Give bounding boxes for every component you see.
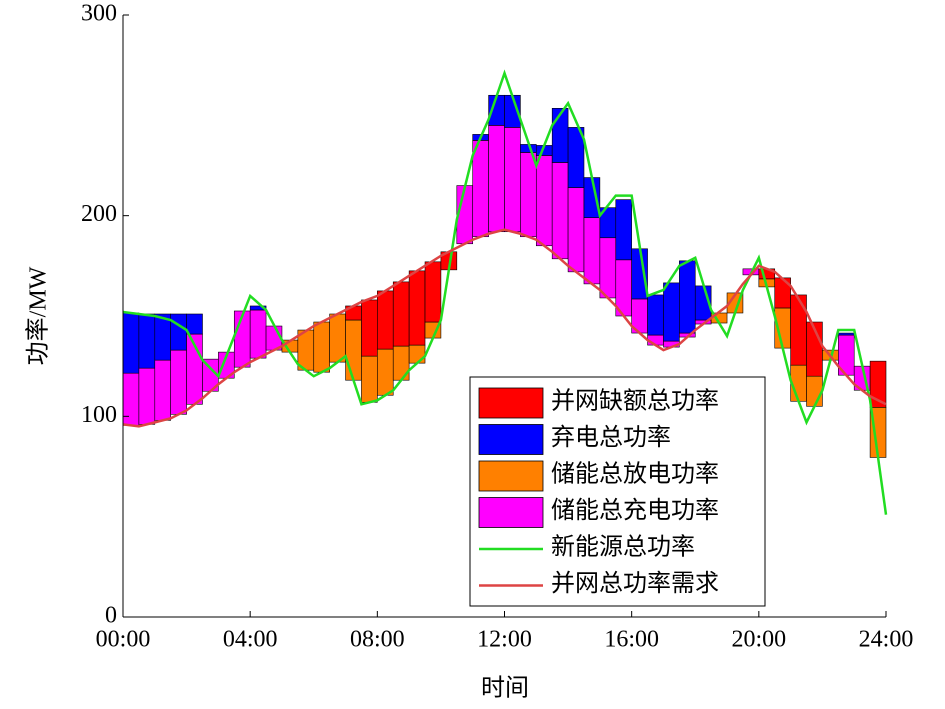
bar-segment [329, 313, 346, 363]
bar-segment [170, 349, 187, 415]
bar-segment [567, 187, 585, 273]
bar-segment [567, 127, 585, 188]
bar-segment [361, 355, 378, 403]
x-tick-label: 16:00 [604, 627, 659, 653]
y-tick-label: 300 [81, 1, 117, 27]
y-axis-label: 功率/MW [25, 266, 52, 365]
bar-segment [138, 367, 156, 425]
bar-segment [583, 217, 601, 285]
x-tick-label: 20:00 [731, 627, 786, 653]
legend-label: 储能总放电功率 [551, 461, 719, 488]
bar-segment [313, 321, 330, 373]
x-tick-label: 04:00 [223, 627, 278, 653]
legend-label: 储能总充电功率 [551, 497, 719, 524]
x-tick-label: 00:00 [96, 627, 151, 653]
bar-segment [408, 270, 426, 346]
legend-swatch [478, 497, 544, 528]
legend-swatch [478, 460, 544, 492]
legend-swatch [478, 387, 544, 419]
bar-segment [249, 309, 267, 359]
bar-segment [615, 199, 632, 261]
legend-label: 并网缺额总功率 [551, 388, 719, 415]
bar-segment [663, 282, 680, 342]
legend-swatch [478, 424, 544, 455]
bar-segment [392, 281, 410, 347]
bar-segment [838, 332, 855, 336]
x-tick-label: 08:00 [350, 627, 405, 653]
bar-segment [154, 359, 171, 421]
bar-segment [472, 140, 489, 238]
x-tick-label: 24:00 [859, 627, 914, 653]
bar-segment [504, 127, 521, 233]
bar-segment [377, 290, 394, 350]
bar-segment [551, 162, 569, 260]
bar-segment [186, 313, 203, 335]
bar-segment [408, 344, 426, 364]
legend-label: 新能源总功率 [551, 534, 695, 561]
bar-segment [488, 125, 505, 233]
bar-segment [647, 294, 664, 336]
bar-segment [647, 334, 664, 346]
bar-segment [599, 237, 617, 299]
bar-segment [679, 260, 696, 334]
legend-label: 并网总功率需求 [551, 570, 719, 597]
bar-segment [233, 310, 251, 368]
bar-segment [806, 375, 823, 407]
bar-segment [249, 305, 267, 311]
bar-segment [154, 313, 171, 361]
bar-segment [138, 313, 156, 369]
bar-segment [297, 329, 315, 371]
x-tick-label: 12:00 [477, 627, 532, 653]
bar-segment [361, 299, 378, 357]
bar-segment [790, 294, 807, 366]
y-tick-label: 100 [81, 402, 117, 428]
y-tick-label: 200 [81, 201, 117, 227]
line [122, 228, 887, 428]
bar-segment [377, 348, 394, 396]
bar-segment [122, 312, 140, 374]
bar-segment [535, 155, 553, 247]
bar-segment [424, 261, 442, 323]
bar-segment [869, 360, 887, 408]
legend-label: 弃电总功率 [551, 424, 671, 451]
bar-segment [170, 313, 187, 351]
bar-segment [345, 319, 362, 381]
line [122, 69, 888, 515]
bar-segment [122, 372, 140, 426]
bar-segment [520, 152, 537, 238]
x-axis-label: 时间 [481, 675, 529, 702]
y-tick-label: 0 [105, 603, 117, 629]
